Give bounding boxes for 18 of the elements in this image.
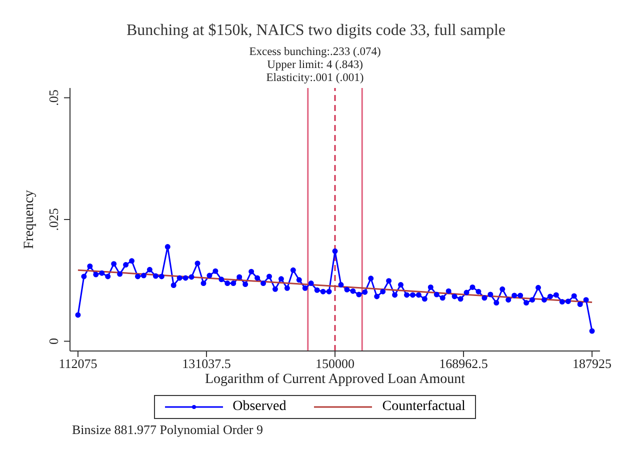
x-tick-label: 150000 (316, 356, 354, 372)
text: Upper limit: 4 (.843) (266, 59, 364, 72)
x-tick-label: 112075 (58, 356, 98, 372)
text: Excess bunching:.233 (.074) (248, 46, 382, 59)
text: Binsize 881.977 Polynomial Order 9 (72, 422, 264, 438)
y-tick-label: .025 (46, 208, 61, 231)
text: Elasticity:.001 (.001) (265, 72, 365, 85)
x-axis-title: Logarithm of Current Approved Loan Amount (204, 372, 466, 387)
x-tick-label: 168962.5 (439, 356, 488, 372)
line-series (77, 269, 593, 304)
x-tick-label: 131037.5 (182, 356, 231, 372)
y-axis-title: Frequency (22, 190, 37, 250)
y-tick-label: .05 (46, 90, 61, 106)
y-tick-label: 0 (46, 338, 61, 345)
chart-title: Bunching at $150k, NAICS two digits code 33, full sample (125, 22, 507, 40)
legend-label: Counterfactual (382, 399, 466, 415)
legend-label: Observed (232, 399, 286, 415)
x-tick-label: 187925 (572, 356, 612, 372)
